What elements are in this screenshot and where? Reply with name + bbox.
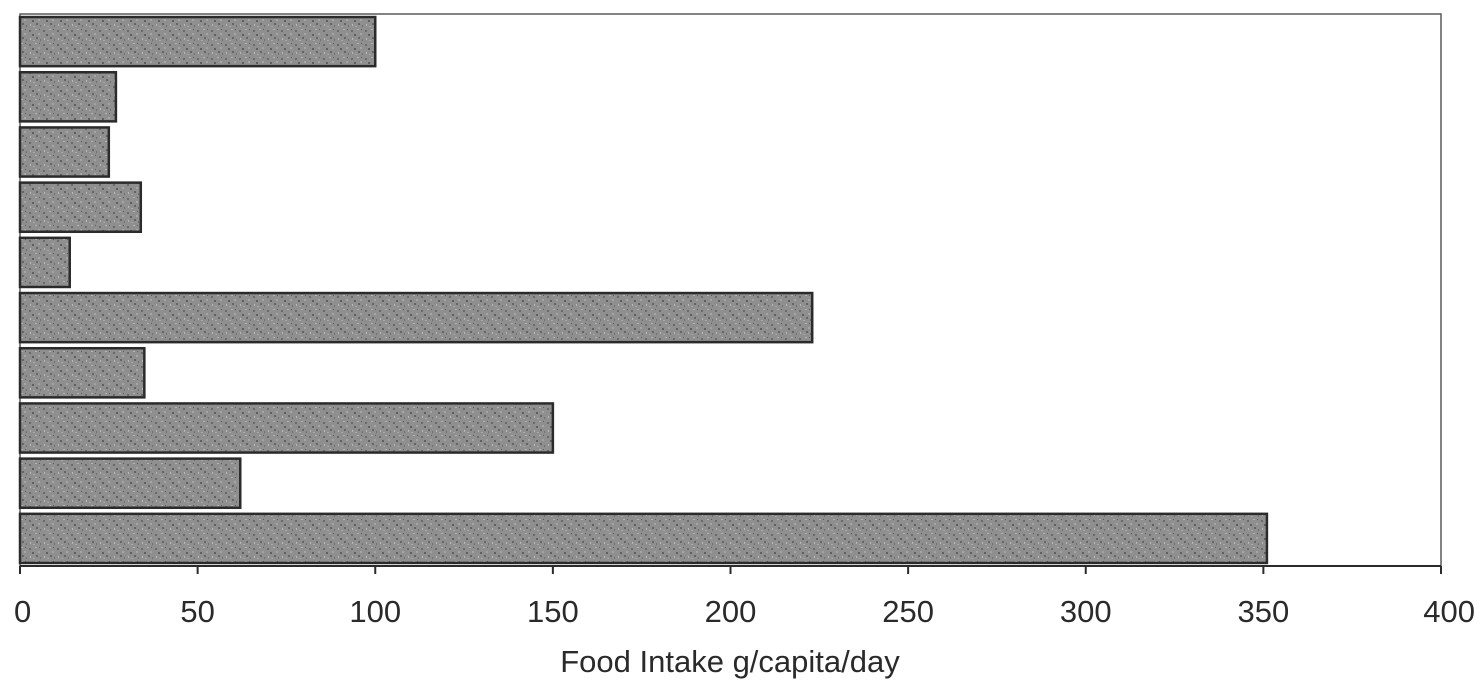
x-tick-label: 50 bbox=[180, 594, 214, 629]
bar-9 bbox=[18, 457, 242, 510]
bar-6 bbox=[18, 291, 814, 344]
bar-1 bbox=[18, 15, 377, 68]
x-tick-label: 350 bbox=[1238, 594, 1290, 629]
bar-2 bbox=[18, 70, 118, 123]
bar-8 bbox=[18, 402, 555, 454]
x-tick-label: 300 bbox=[1060, 594, 1112, 629]
x-tick-label: 400 bbox=[1423, 594, 1475, 629]
bar-3 bbox=[18, 126, 111, 178]
bars-group bbox=[18, 15, 1269, 565]
bar-10 bbox=[18, 512, 1269, 565]
x-tick-label: 200 bbox=[705, 594, 757, 629]
x-tick-label: 0 bbox=[14, 594, 31, 629]
bar-4 bbox=[18, 181, 143, 234]
x-tick-label: 100 bbox=[349, 594, 401, 629]
bar-5 bbox=[18, 236, 71, 289]
bar-7 bbox=[18, 346, 146, 399]
x-axis: 0 50 100 150 200 250 300 350 400 bbox=[14, 565, 1475, 629]
x-tick-label: 150 bbox=[527, 594, 579, 629]
x-axis-title: Food Intake g/capita/day bbox=[560, 644, 900, 679]
x-tick-label: 250 bbox=[882, 594, 934, 629]
